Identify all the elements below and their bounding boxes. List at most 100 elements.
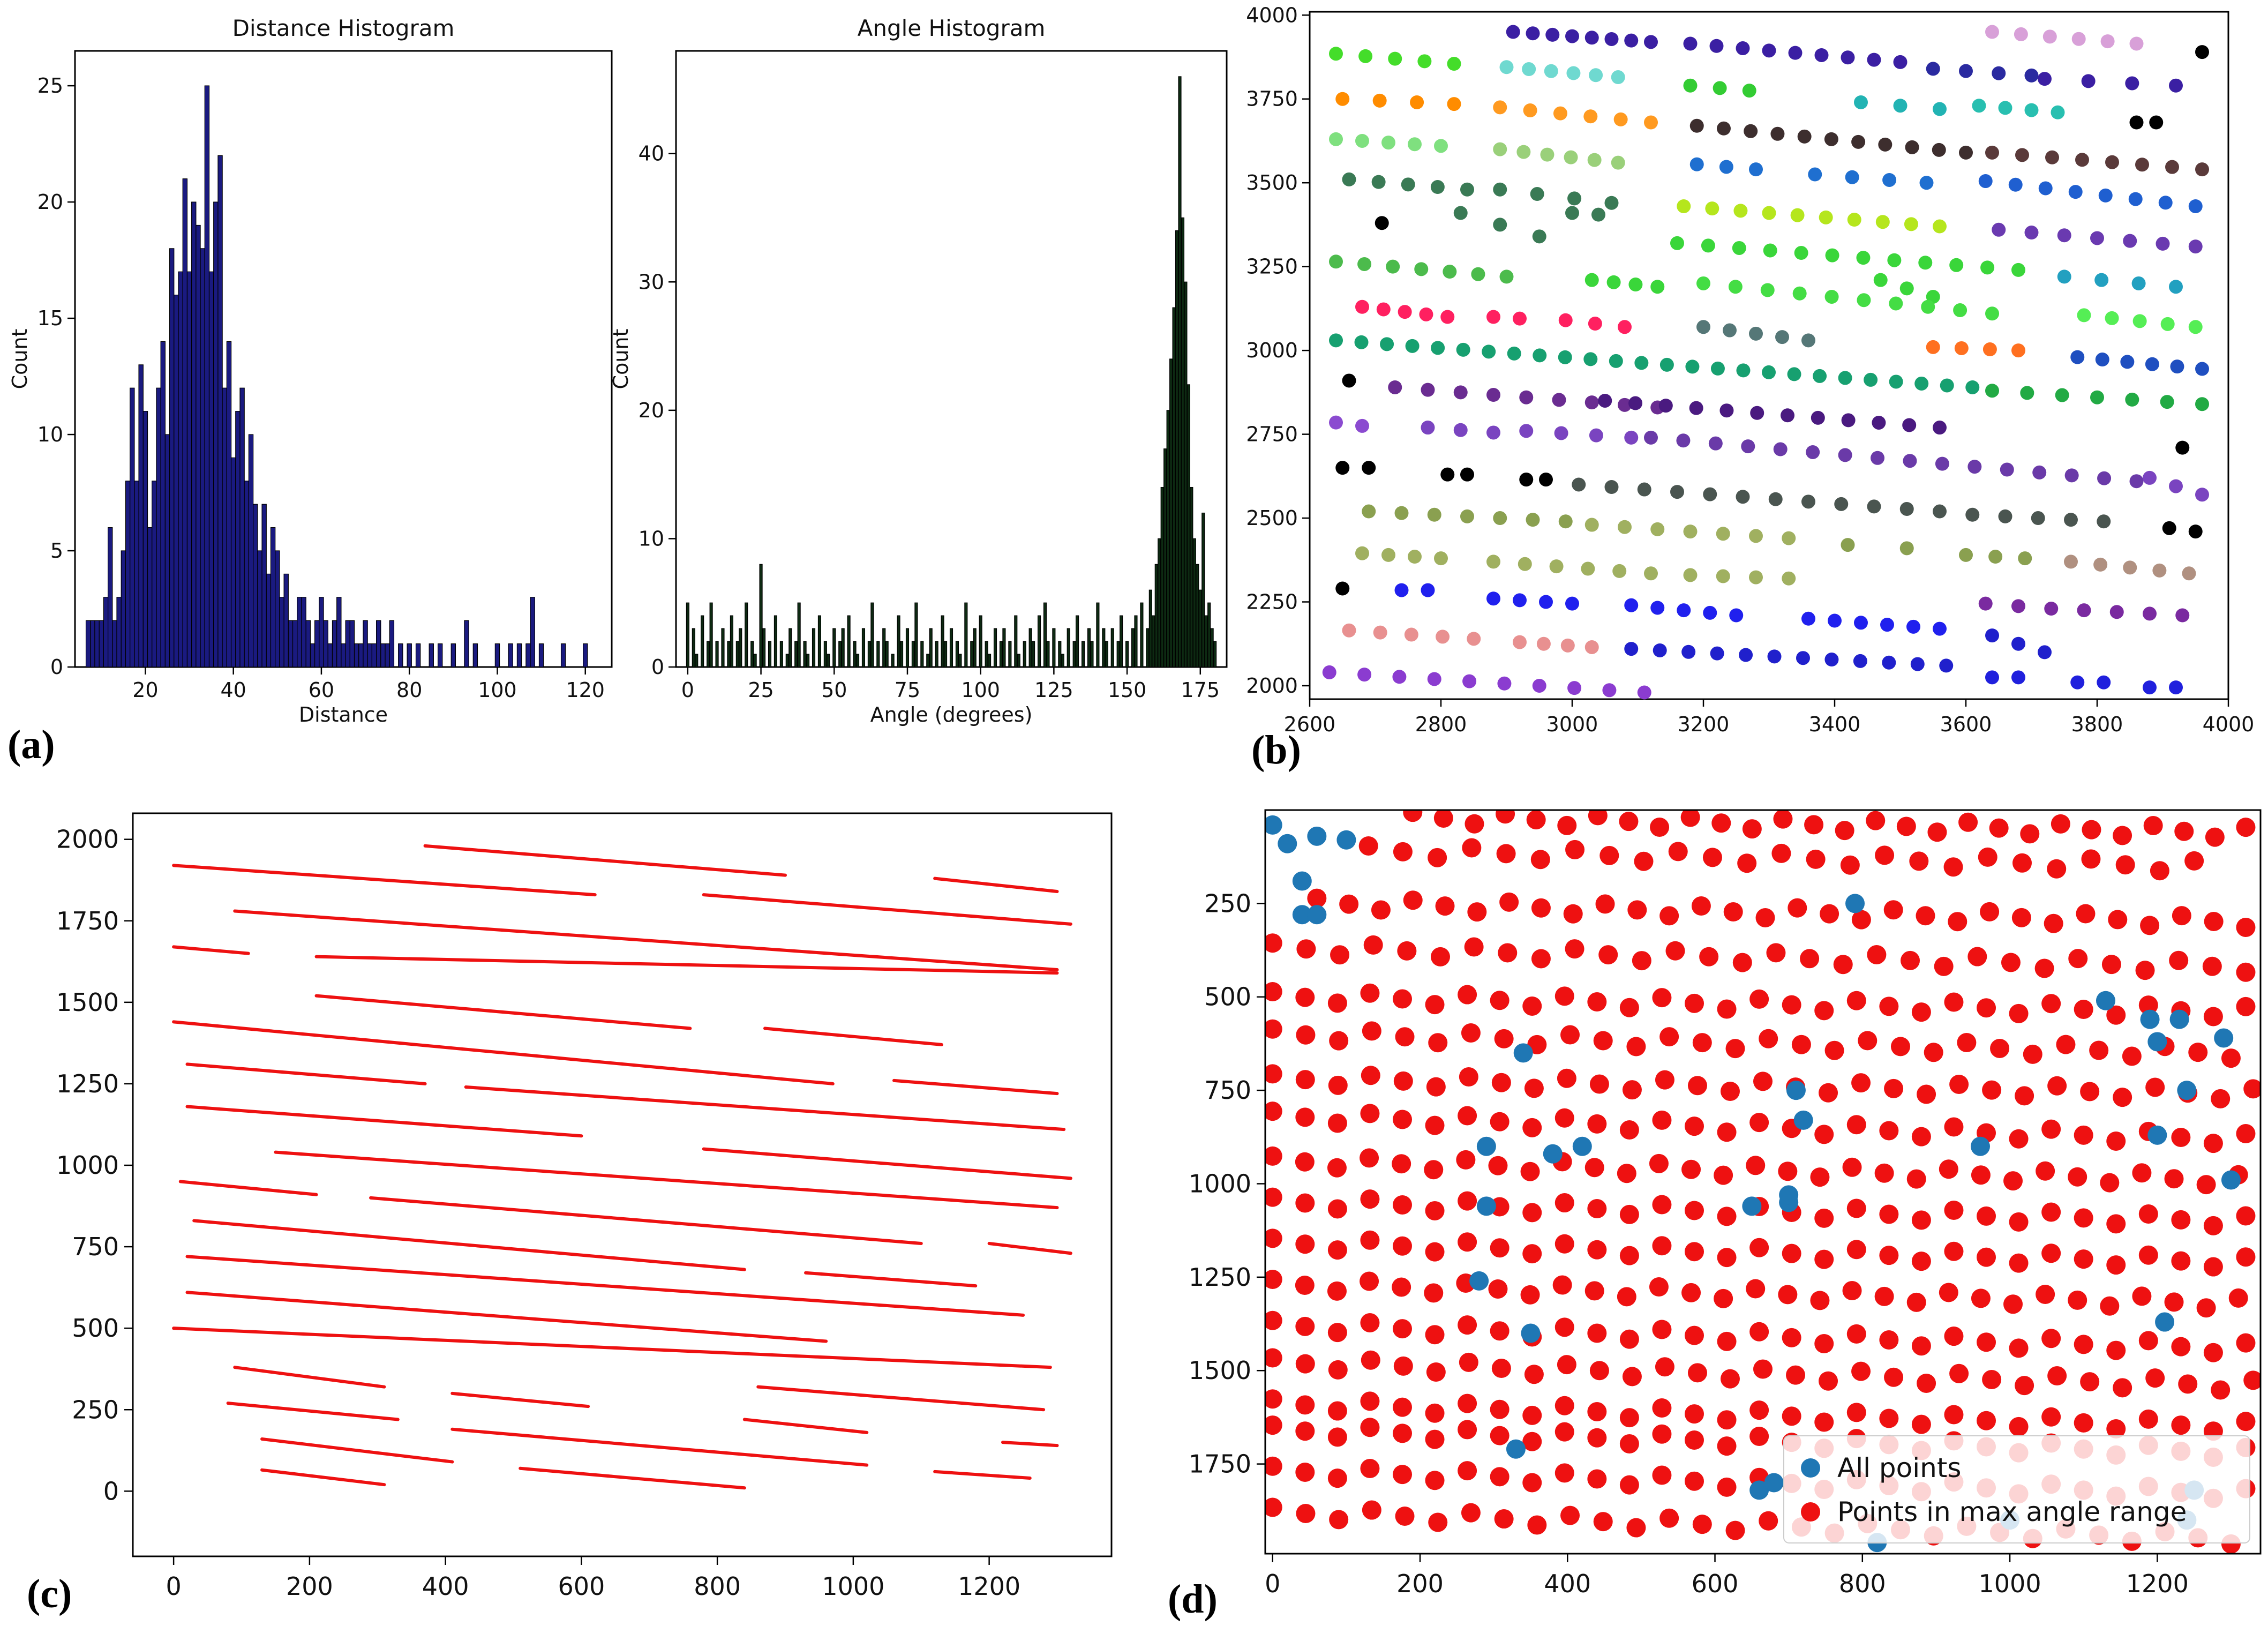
histogram-bar: [367, 643, 372, 668]
max-angle-point: [1425, 1403, 1445, 1423]
cluster-point: [1719, 403, 1734, 418]
x-tick-label: 3000: [1546, 713, 1598, 736]
cluster-point: [2031, 511, 2045, 526]
cluster-point: [1998, 509, 2012, 523]
max-angle-point: [1459, 1352, 1478, 1372]
cluster-point: [1749, 570, 1763, 585]
cluster-point: [1540, 147, 1554, 162]
max-angle-point: [1980, 902, 2000, 921]
histogram-bar: [885, 641, 889, 668]
histogram-bar: [988, 654, 992, 668]
cluster-point: [1677, 199, 1691, 213]
histogram-bar: [208, 271, 214, 668]
max-angle-point: [1749, 1426, 1769, 1446]
max-angle-point: [1295, 1462, 1315, 1482]
max-angle-point: [1360, 983, 1380, 1003]
line-segment: [314, 955, 1059, 975]
panel-label-d: (d): [1168, 1577, 1218, 1622]
histogram-bar: [380, 643, 386, 668]
cluster-point: [1893, 55, 1907, 69]
cluster-point: [1716, 569, 1730, 583]
max-angle-point: [1725, 1520, 1745, 1540]
max-angle-point: [1911, 1414, 1931, 1434]
max-angle-point: [2106, 1340, 2126, 1360]
cluster-point: [1902, 418, 1917, 432]
x-tick-label: 0: [166, 1572, 181, 1601]
max-angle-point: [1395, 1507, 1415, 1526]
histogram-bar: [560, 643, 566, 668]
histogram-bar: [319, 597, 324, 668]
all-point: [1307, 905, 1327, 925]
max-angle-point: [1939, 1283, 1958, 1302]
max-angle-point: [1425, 1115, 1445, 1135]
histogram-bar: [235, 411, 241, 668]
max-angle-point: [1901, 950, 1920, 970]
max-angle-point: [2236, 918, 2256, 938]
cluster-point: [2093, 557, 2108, 572]
max-angle-point: [1717, 1122, 1737, 1142]
cluster-point: [1728, 280, 1743, 294]
cluster-point: [2075, 153, 2089, 167]
histogram-bar: [762, 628, 766, 668]
max-angle-point: [1554, 1234, 1574, 1254]
max-angle-point: [1720, 1369, 1740, 1389]
line-segment: [185, 1062, 427, 1085]
histogram-bar: [949, 628, 953, 668]
line-segment: [450, 1427, 869, 1467]
max-angle-point: [1587, 992, 1607, 1012]
cluster-point: [1873, 273, 1888, 287]
cluster-point: [1584, 395, 1599, 410]
cluster-point: [1354, 335, 1369, 349]
max-angle-point: [2115, 855, 2135, 875]
max-angle-point: [1835, 821, 1854, 841]
cluster-point: [1978, 596, 1993, 611]
cluster-point: [1567, 191, 1582, 206]
cluster-point: [1588, 317, 1602, 331]
max-angle-point: [1659, 1027, 1679, 1047]
histogram-bar: [142, 411, 148, 668]
max-angle-point: [1685, 1242, 1704, 1262]
max-angle-point: [1814, 1334, 1834, 1354]
cluster-point: [1482, 344, 1496, 359]
cluster-point: [1380, 337, 1394, 351]
max-angle-point: [1874, 1286, 1894, 1306]
cluster-point: [1762, 365, 1776, 379]
max-angle-point: [2068, 1290, 2087, 1310]
max-angle-point: [1989, 818, 2009, 838]
histogram-bar: [926, 654, 930, 668]
histogram-bar: [745, 602, 748, 668]
max-angle-point: [2012, 853, 2032, 873]
line-segment: [519, 1466, 746, 1490]
cluster-point: [1434, 551, 1448, 566]
cluster-point: [1371, 175, 1386, 189]
histogram-bar: [1017, 654, 1020, 668]
max-angle-point: [2074, 1335, 2093, 1354]
cluster-point: [1959, 64, 1973, 78]
noise-point: [2149, 115, 2164, 130]
cluster-point: [1624, 33, 1639, 48]
cluster-point: [1838, 448, 1852, 462]
cluster-point: [1703, 605, 1717, 620]
histogram-bar: [310, 643, 316, 668]
cluster-point: [1696, 320, 1710, 334]
max-angle-point: [1958, 812, 1978, 832]
cluster-point: [1493, 182, 1507, 197]
cluster-point: [1405, 339, 1420, 353]
max-angle-point: [1327, 1401, 1347, 1421]
cluster-point: [1681, 645, 1696, 659]
max-angle-point: [1327, 1427, 1347, 1447]
max-angle-point: [1778, 1162, 1798, 1181]
max-angle-point: [1522, 1432, 1542, 1451]
max-angle-point: [1890, 1037, 1910, 1056]
y-tick-label: 3250: [1246, 255, 1298, 279]
max-angle-point: [1395, 1027, 1415, 1047]
cluster-point: [2143, 680, 2157, 695]
max-angle-point: [2138, 1245, 2158, 1265]
max-angle-point: [1846, 991, 1866, 1010]
cluster-point: [1637, 482, 1651, 497]
max-angle-point: [2145, 1077, 2165, 1097]
max-angle-point: [1782, 995, 1801, 1015]
max-angle-point: [1723, 902, 1743, 922]
cluster-point: [2011, 343, 2025, 358]
y-tick-label: 2500: [1246, 506, 1298, 530]
